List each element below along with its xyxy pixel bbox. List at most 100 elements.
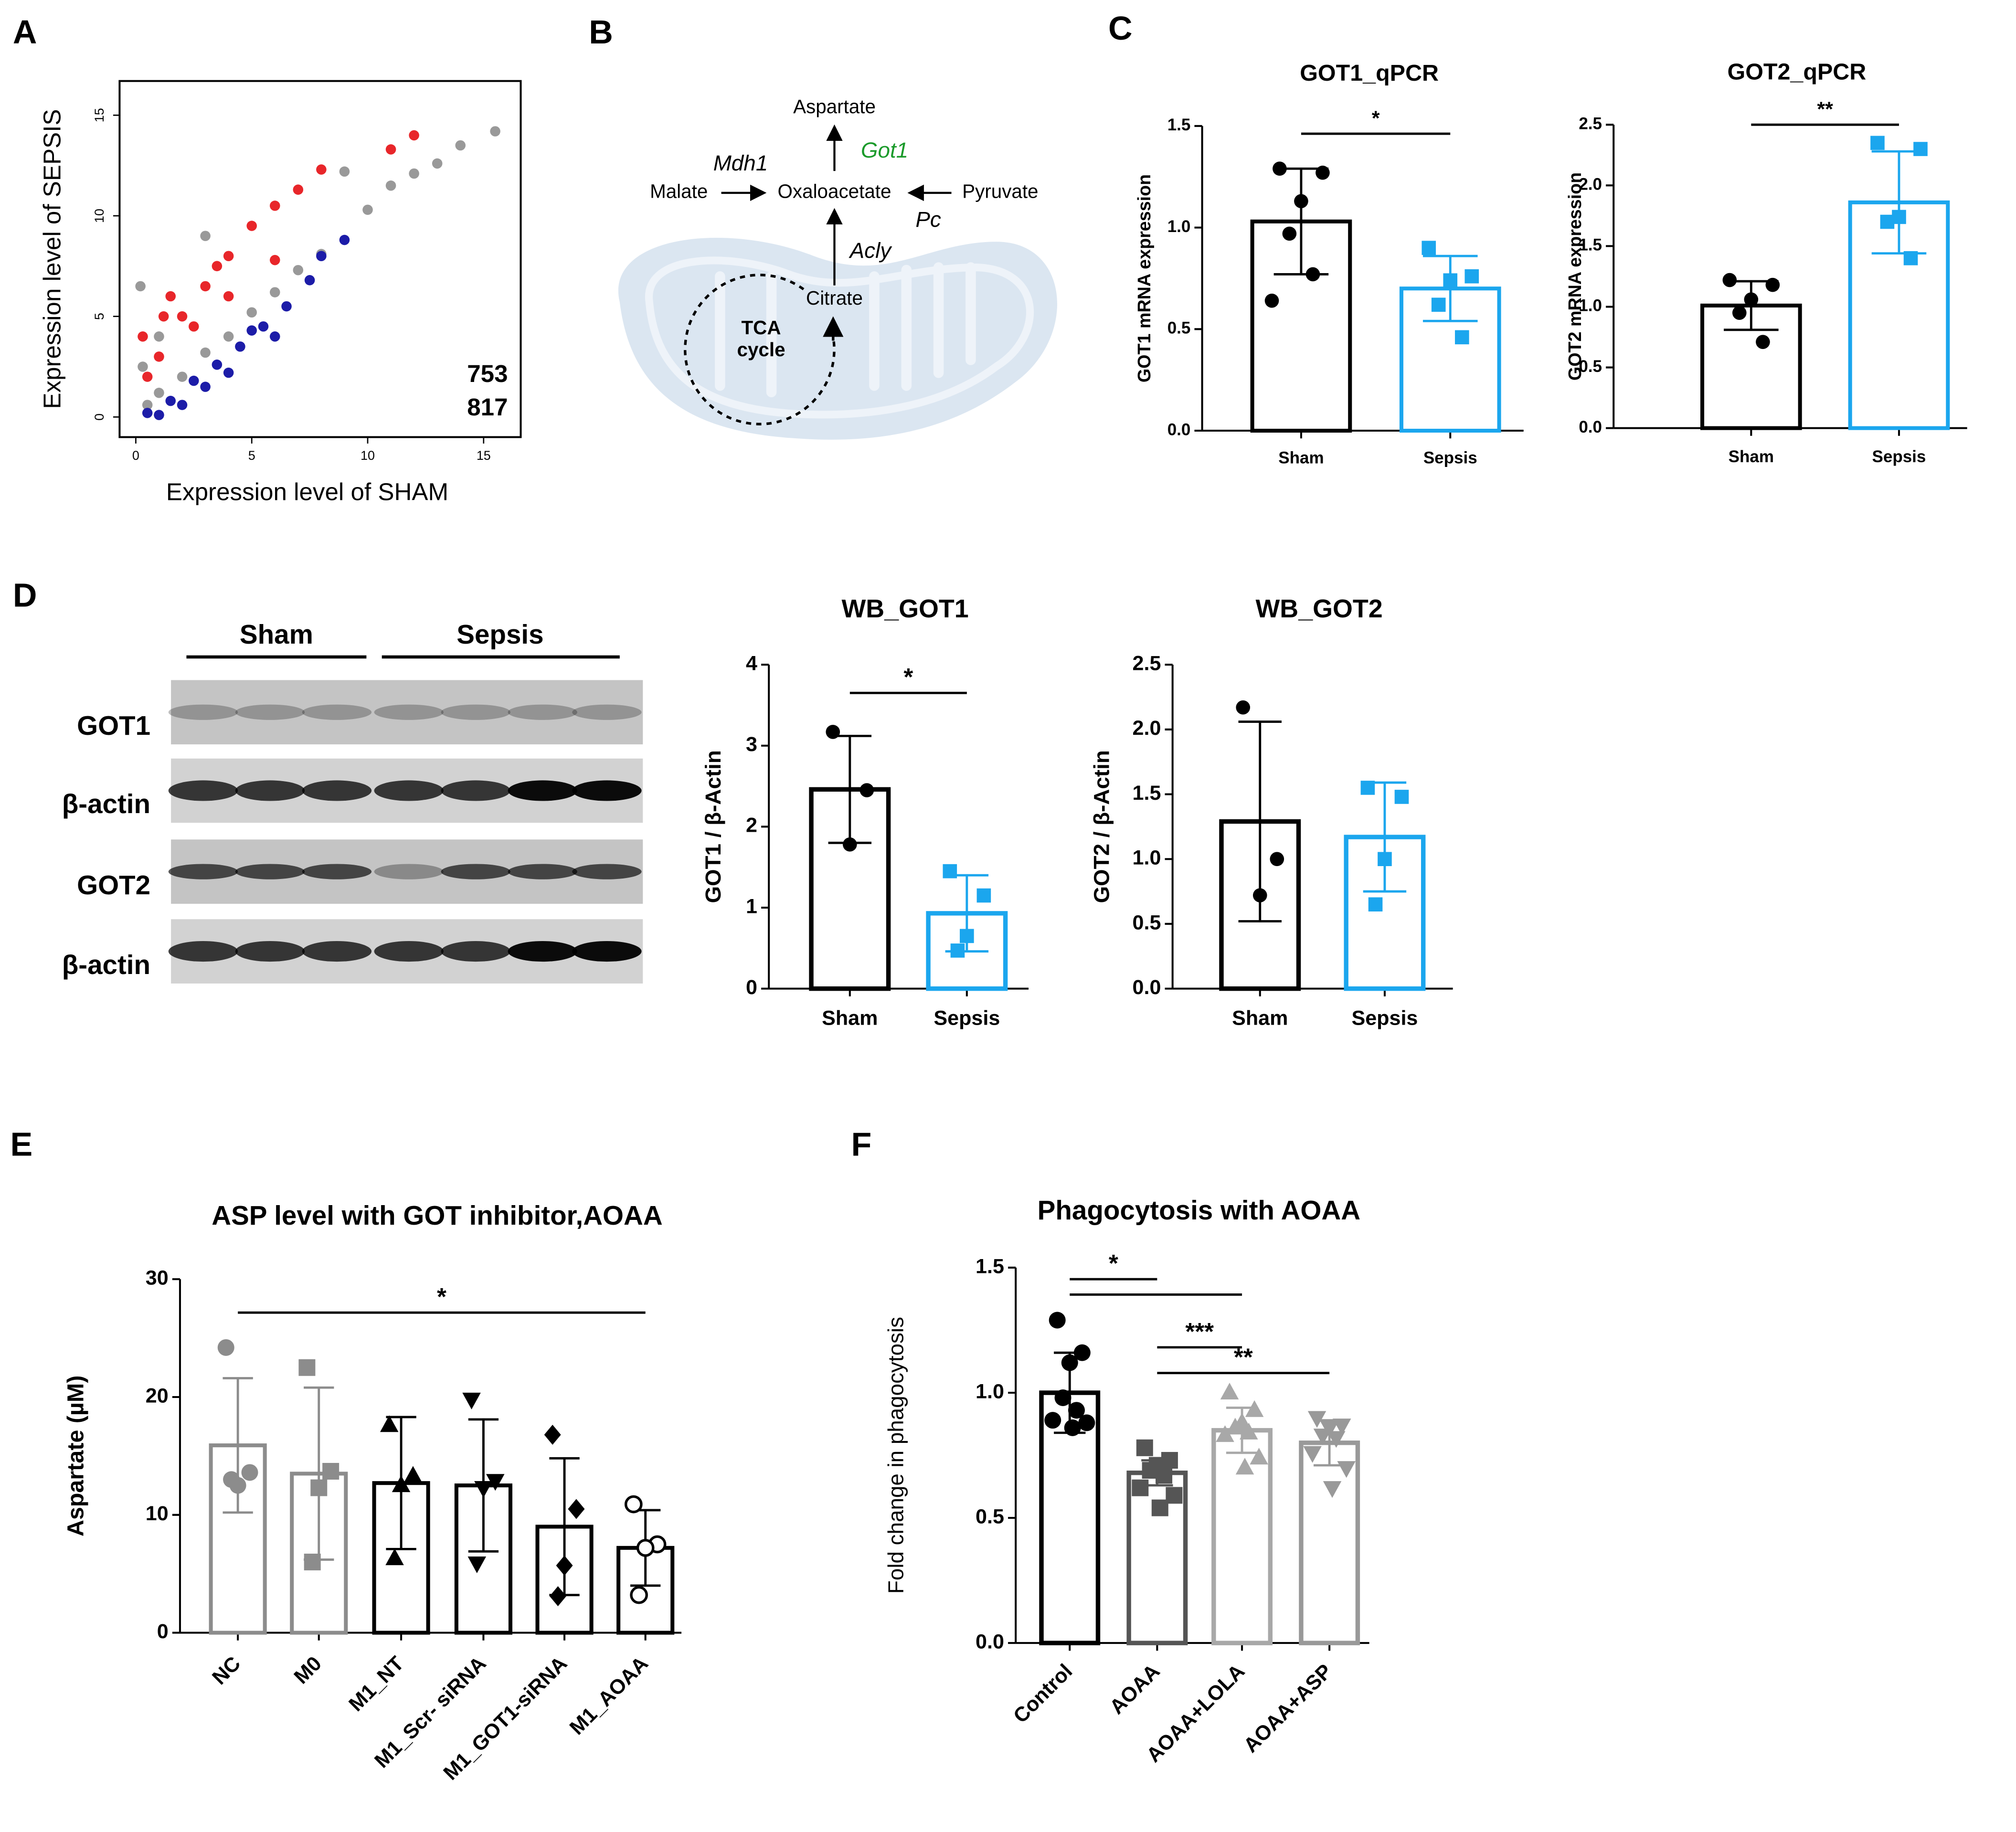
data-point: [544, 1424, 561, 1445]
data-point: [223, 331, 234, 342]
y-tick-label: 2.5: [1133, 652, 1161, 675]
y-tick-label: 1.0: [1133, 847, 1161, 869]
data-point: [293, 265, 304, 275]
blot-band: [508, 704, 577, 720]
y-tick-label: 1.0: [1579, 297, 1602, 315]
data-point: [1307, 1411, 1326, 1428]
count-label: 817: [467, 393, 508, 421]
error-bar: [1238, 720, 1282, 922]
data-point: [304, 275, 315, 286]
data-point: [177, 400, 188, 410]
y-tick-label: 2.0: [1579, 175, 1602, 194]
blot-band: [168, 941, 238, 962]
data-point: [1235, 1458, 1254, 1475]
x-tick-label: M0: [290, 1652, 326, 1688]
blot-row-label: β-actin: [62, 950, 150, 980]
x-tick-label: Sepsis: [934, 1007, 1000, 1030]
data-point: [1323, 1481, 1342, 1498]
data-point: [235, 341, 245, 352]
blot-band: [572, 864, 642, 879]
y-tick-label: 1: [746, 895, 757, 918]
mitochondrion: [618, 237, 1058, 440]
data-point: [135, 281, 146, 292]
x-tick-label: M1_NT: [344, 1652, 408, 1716]
blot-row-label: β-actin: [62, 789, 150, 819]
y-tick-label: 15: [92, 108, 106, 122]
data-point: [1226, 1418, 1245, 1435]
y-tick-label: 0.5: [976, 1505, 1004, 1528]
blot-band: [374, 941, 444, 962]
y-tick-label: 1.5: [976, 1255, 1004, 1278]
data-point: [403, 1466, 423, 1483]
data-point: [1765, 277, 1780, 292]
data-point: [568, 1499, 585, 1519]
data-point: [1240, 1422, 1258, 1440]
data-point: [246, 325, 257, 336]
data-point: [189, 321, 199, 332]
data-point: [467, 1556, 487, 1574]
y-axis-label: GOT1 / β-Actin: [701, 750, 725, 903]
data-point: [1756, 335, 1770, 349]
x-tick-label: Sham: [1232, 1007, 1288, 1030]
data-point: [1132, 1479, 1149, 1496]
data-point: [1156, 1467, 1173, 1484]
data-point: [1337, 1461, 1356, 1478]
data-point: [138, 361, 148, 372]
data-point: [1443, 273, 1458, 288]
chart-title: WB_GOT1: [841, 594, 968, 623]
data-point: [322, 1462, 340, 1480]
data-point: [246, 221, 257, 231]
y-tick-label: 1.0: [976, 1380, 1004, 1403]
blot-band: [302, 864, 372, 879]
data-point: [142, 371, 153, 382]
y-axis-label: Aspartate (µM): [63, 1376, 88, 1537]
chart-title: WB_GOT2: [1255, 594, 1382, 623]
data-point: [212, 360, 223, 370]
x-tick-label: Sham: [1278, 449, 1324, 467]
blot-band: [508, 864, 577, 879]
data-point: [310, 1479, 328, 1496]
y-tick-label: 0: [92, 413, 106, 421]
data-point: [1732, 306, 1747, 320]
data-point: [859, 783, 874, 797]
data-point: [158, 311, 169, 322]
data-point: [1378, 852, 1392, 867]
data-point: [630, 1586, 648, 1604]
x-tick-label: 15: [477, 448, 491, 463]
data-point: [223, 1471, 240, 1488]
blot-band: [572, 941, 642, 962]
data-point: [246, 307, 257, 318]
y-tick-label: 0.0: [976, 1631, 1004, 1653]
data-point: [165, 395, 176, 406]
data-point: [298, 1359, 316, 1376]
data-point: [304, 1554, 321, 1571]
y-tick-label: 4: [746, 652, 757, 675]
y-tick-label: 0.0: [1579, 418, 1602, 436]
data-point: [455, 140, 466, 151]
significance-label: **: [1817, 98, 1833, 121]
blot-row-label: GOT2: [77, 870, 150, 900]
panel-label: F: [851, 1125, 872, 1163]
panel-label: C: [1108, 10, 1133, 47]
data-point: [624, 1495, 643, 1514]
data-point: [1252, 888, 1267, 903]
enzyme-label: Got1: [861, 138, 908, 162]
blot-band: [374, 704, 444, 720]
data-point: [385, 144, 396, 155]
data-point: [1316, 165, 1330, 180]
data-point: [976, 888, 991, 903]
panel-label: B: [589, 13, 613, 51]
count-label: 753: [467, 360, 508, 387]
significance-label: *: [1372, 107, 1380, 130]
data-point: [1216, 1425, 1234, 1442]
data-point: [1236, 700, 1251, 715]
x-tick-label: AOAA+ASP: [1239, 1660, 1337, 1757]
data-point: [316, 164, 327, 175]
y-tick-label: 0.5: [1133, 911, 1161, 934]
blot-band: [302, 704, 372, 720]
blot-band: [168, 780, 238, 801]
data-point: [177, 311, 188, 322]
panel-label: E: [11, 1125, 33, 1163]
x-tick-label: 5: [248, 448, 255, 463]
data-point: [1061, 1354, 1078, 1371]
